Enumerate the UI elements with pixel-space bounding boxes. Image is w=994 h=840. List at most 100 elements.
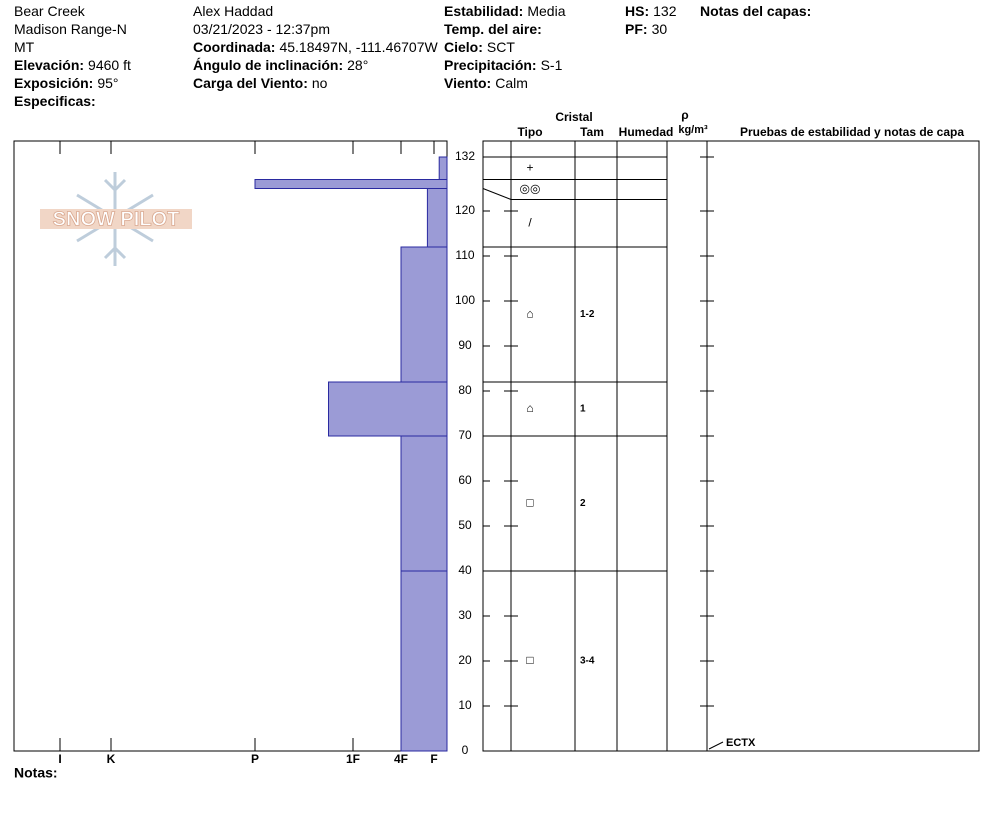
crystal-type: □ bbox=[526, 496, 533, 510]
x-tick-label: F bbox=[430, 752, 437, 766]
field-value: 28° bbox=[347, 57, 369, 73]
logo-band bbox=[40, 209, 192, 229]
location: MT bbox=[14, 39, 35, 55]
header-field: Estabilidad: Media bbox=[444, 3, 566, 19]
layer-connector bbox=[482, 188, 512, 200]
header-field: HS: 132 bbox=[625, 3, 676, 19]
y-tick-label: 132 bbox=[455, 149, 475, 163]
notes-label: Notas: bbox=[14, 765, 58, 781]
crystal-type: ⌂ bbox=[526, 307, 533, 321]
y-tick-label: 10 bbox=[458, 698, 472, 712]
header-field: Ángulo de inclinación: 28° bbox=[193, 57, 368, 73]
x-tick-label: K bbox=[107, 752, 116, 766]
header-field: Coordinada: 45.18497N, -111.46707W bbox=[193, 39, 438, 55]
field-label: Exposición: bbox=[14, 75, 94, 91]
field-value: 30 bbox=[651, 21, 668, 37]
x-tick-label: I bbox=[58, 752, 61, 766]
y-tick-label: 80 bbox=[458, 383, 472, 397]
x-tick-label: 4F bbox=[394, 752, 408, 766]
field-value: S-1 bbox=[540, 57, 563, 73]
crystal-size: 1-2 bbox=[580, 309, 595, 320]
column-headers: Cristal Tipo Tam Humedad ρ kg/m³ Pruebas… bbox=[517, 108, 964, 139]
column-header: kg/m³ bbox=[678, 124, 708, 136]
column-header: Pruebas de estabilidad y notas de capa bbox=[740, 125, 964, 139]
header-field: Precipitación: S-1 bbox=[444, 57, 562, 73]
field-value: no bbox=[311, 75, 328, 91]
y-tick-label: 40 bbox=[458, 563, 472, 577]
field-label: Coordinada: bbox=[193, 39, 276, 55]
field-label: Viento: bbox=[444, 75, 492, 91]
logo-text: SNOW PILOT bbox=[53, 208, 180, 230]
crystal-type: ⌂ bbox=[526, 401, 533, 415]
datetime: 03/21/2023 - 12:37pm bbox=[193, 21, 330, 37]
column-header: Humedad bbox=[619, 125, 674, 139]
field-label: Estabilidad: bbox=[444, 3, 524, 19]
crystal-type: ◎◎ bbox=[520, 182, 541, 196]
hardness-bar bbox=[254, 179, 448, 189]
header-field: Elevación: 9460 ft bbox=[14, 57, 131, 73]
field-value: 132 bbox=[653, 3, 677, 19]
header-field: Especificas: bbox=[14, 93, 96, 109]
header-field: Temp. del aire: bbox=[444, 21, 542, 37]
field-value: 95° bbox=[97, 75, 119, 91]
header-field: Viento: Calm bbox=[444, 75, 528, 91]
field-label: Notas del capas: bbox=[700, 3, 812, 19]
location: Madison Range-N bbox=[14, 21, 127, 37]
crystal-type: + bbox=[526, 160, 533, 174]
y-tick-label: 50 bbox=[458, 518, 472, 532]
header-field: PF: 30 bbox=[625, 21, 667, 37]
column-header: ρ bbox=[681, 108, 688, 122]
hardness-bar bbox=[426, 188, 448, 248]
field-value: 45.18497N, -111.46707W bbox=[279, 39, 438, 55]
y-tick-label: 20 bbox=[458, 653, 472, 667]
field-value: SCT bbox=[486, 39, 515, 55]
location: Bear Creek bbox=[14, 3, 85, 19]
test-arrow bbox=[708, 741, 724, 750]
field-label: Elevación: bbox=[14, 57, 85, 73]
crystal-type: □ bbox=[526, 653, 533, 667]
y-tick-label: 60 bbox=[458, 473, 472, 487]
y-tick-label: 120 bbox=[455, 203, 475, 217]
field-value: 9460 ft bbox=[88, 57, 131, 73]
y-tick-label: 0 bbox=[462, 743, 469, 757]
table-frame bbox=[482, 140, 980, 752]
observer: Alex Haddad bbox=[193, 3, 274, 19]
header-field: Carga del Viento: no bbox=[193, 75, 327, 91]
field-label: PF: bbox=[625, 21, 648, 37]
field-label: Precipitación: bbox=[444, 57, 537, 73]
header-field: Cielo: SCT bbox=[444, 39, 515, 55]
x-tick-label: P bbox=[251, 752, 259, 766]
hardness-bar bbox=[328, 381, 448, 437]
header-field: Exposición: 95° bbox=[14, 75, 119, 91]
column-header: Tipo bbox=[517, 125, 542, 139]
column-header: Tam bbox=[580, 125, 604, 139]
y-tick-label: 110 bbox=[455, 248, 474, 262]
hardness-bar bbox=[400, 570, 448, 752]
field-value: Calm bbox=[495, 75, 528, 91]
crystal-size: 2 bbox=[580, 498, 586, 509]
hardness-bar bbox=[400, 246, 448, 383]
column-header: Cristal bbox=[555, 110, 592, 124]
crystal-type: / bbox=[528, 215, 532, 229]
y-tick-label: 100 bbox=[455, 293, 475, 307]
field-label: HS: bbox=[625, 3, 650, 19]
test-label: ECTX bbox=[726, 737, 756, 749]
field-label: Ángulo de inclinación: bbox=[193, 57, 344, 73]
crystal-size: 3-4 bbox=[580, 656, 595, 667]
crystal-size: 1 bbox=[580, 404, 586, 415]
y-tick-label: 70 bbox=[458, 428, 472, 442]
y-tick-label: 30 bbox=[458, 608, 472, 622]
hardness-frame bbox=[13, 140, 448, 752]
field-value: Media bbox=[527, 3, 566, 19]
hardness-bar bbox=[400, 435, 448, 572]
field-label: Temp. del aire: bbox=[444, 21, 542, 37]
header-field: Notas del capas: bbox=[700, 3, 811, 19]
x-tick-label: 1F bbox=[346, 752, 360, 766]
field-label: Especificas: bbox=[14, 93, 96, 109]
y-tick-label: 90 bbox=[458, 338, 472, 352]
hardness-bar bbox=[438, 156, 448, 180]
field-label: Cielo: bbox=[444, 39, 483, 55]
field-label: Carga del Viento: bbox=[193, 75, 308, 91]
